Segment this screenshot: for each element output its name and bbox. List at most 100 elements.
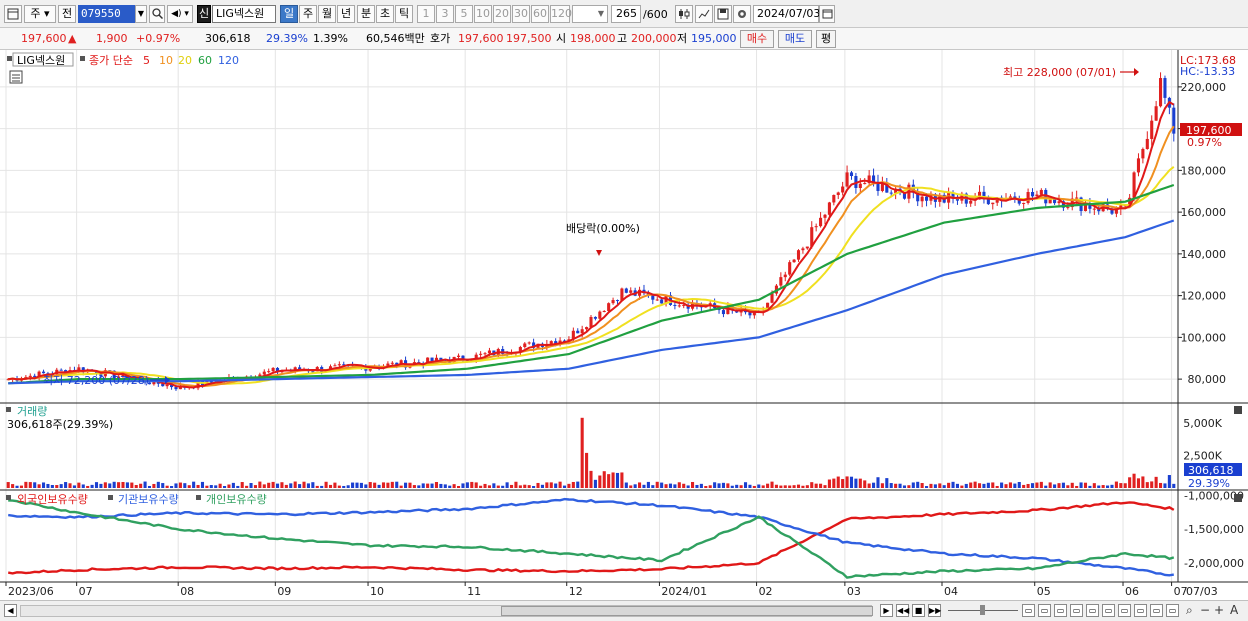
speaker-icon[interactable]: ◀) ▾: [167, 5, 193, 23]
stock-chart[interactable]: LIG넥스원 종가 단순 5 10 20 60 120 220,000200,0…: [0, 50, 1248, 600]
candle-body: [832, 194, 836, 203]
volume-bar: [368, 482, 372, 488]
count-input[interactable]: 265: [611, 5, 641, 23]
candle-type-icon[interactable]: [675, 5, 693, 23]
interval-1[interactable]: 1: [417, 5, 435, 23]
save-icon[interactable]: [714, 5, 732, 23]
candle-body: [1088, 204, 1092, 209]
date-tick-label-current: 07/03: [1186, 585, 1218, 598]
stock-code-input[interactable]: 079550: [78, 5, 136, 23]
interval-custom-input[interactable]: ▼: [572, 5, 608, 23]
candle-body: [174, 387, 178, 390]
high-label: 고: [617, 32, 628, 45]
volume-bar: [894, 483, 898, 488]
candle-body: [783, 274, 787, 278]
volume-bar: [1123, 483, 1127, 488]
date-tick-label: 03: [847, 585, 861, 598]
period-icon-1[interactable]: ▭: [1022, 604, 1035, 617]
code-dropdown-icon[interactable]: ▼: [135, 5, 147, 23]
volume-bar: [1128, 477, 1132, 488]
date-tick-label: 06: [1125, 585, 1139, 598]
candle-body: [1035, 194, 1039, 197]
chart-line-icon[interactable]: [695, 5, 713, 23]
candle-body: [880, 183, 884, 191]
holdings-close-icon[interactable]: [1234, 494, 1242, 502]
period-icon-3[interactable]: ▭: [1054, 604, 1067, 617]
date-tick-label: 02: [759, 585, 773, 598]
buy-button[interactable]: 매수: [740, 30, 774, 48]
sell-button[interactable]: 매도: [778, 30, 812, 48]
tab-period-tick[interactable]: 틱: [395, 5, 413, 23]
tab-period-second[interactable]: 초: [376, 5, 394, 23]
interval-30[interactable]: 30: [512, 5, 530, 23]
stock-name-field[interactable]: LIG넥스원: [212, 5, 276, 23]
candle-body: [386, 363, 390, 367]
calendar-icon[interactable]: [819, 5, 835, 23]
period-icon-8[interactable]: ▭: [1134, 604, 1147, 617]
interval-5[interactable]: 5: [455, 5, 473, 23]
period-icon-2[interactable]: ▭: [1038, 604, 1051, 617]
volume-bar: [651, 485, 655, 488]
tab-period-day[interactable]: 일: [280, 5, 298, 23]
period-icon-9[interactable]: ▭: [1150, 604, 1163, 617]
volume-bar: [982, 483, 986, 488]
scroll-track[interactable]: [20, 605, 873, 617]
first-icon[interactable]: ◀◀: [896, 604, 910, 617]
scroll-left-icon[interactable]: ◀: [4, 604, 17, 617]
volume-bar: [161, 483, 165, 488]
interval-60[interactable]: 60: [531, 5, 549, 23]
search-icon[interactable]: [149, 5, 165, 23]
candle-body: [1128, 197, 1132, 206]
chart-scrollbar[interactable]: ◀ ▶ ◀◀ ■ ▶▶ ▭ ▭ ▭ ▭ ▭ ▭ ▭ ▭ ▭ ▭ ⌕ − + A: [0, 600, 1248, 621]
interval-120[interactable]: 120: [550, 5, 572, 23]
volume-close-icon[interactable]: [1234, 406, 1242, 414]
grid-toggle-icon[interactable]: [9, 70, 23, 84]
volume-bar: [836, 476, 840, 488]
volume-bar: [492, 483, 496, 488]
price-tick-label: 100,000: [1181, 331, 1227, 344]
period-icon-6[interactable]: ▭: [1102, 604, 1115, 617]
period-icon-5[interactable]: ▭: [1086, 604, 1099, 617]
interval-10[interactable]: 10: [474, 5, 492, 23]
period-select[interactable]: 주 ▾: [24, 5, 56, 23]
zoom-slider-thumb[interactable]: [980, 605, 985, 615]
date-input[interactable]: 2024/07/03: [753, 5, 820, 23]
period-icon-7[interactable]: ▭: [1118, 604, 1131, 617]
candle-body: [863, 183, 867, 185]
candle-body: [752, 310, 756, 316]
volume-bar: [699, 483, 703, 488]
interval-20[interactable]: 20: [493, 5, 511, 23]
period-icon-4[interactable]: ▭: [1070, 604, 1083, 617]
last-price-pct: 0.97%: [1187, 136, 1222, 149]
layout-icon[interactable]: [4, 5, 22, 23]
tab-period-minute[interactable]: 분: [357, 5, 375, 23]
stop-icon[interactable]: ■: [912, 604, 925, 617]
zoom-out-button[interactable]: −: [1200, 603, 1211, 617]
volume-bar: [324, 481, 328, 488]
magnifier-icon[interactable]: ⌕: [1186, 603, 1193, 617]
tab-period-year[interactable]: 년: [337, 5, 355, 23]
last-icon[interactable]: ▶▶: [928, 604, 942, 617]
volume-bar: [823, 485, 827, 488]
volume-bar: [1101, 485, 1105, 488]
candle-body: [267, 371, 271, 373]
volume-bar: [125, 482, 129, 488]
tab-period-month[interactable]: 월: [318, 5, 336, 23]
zoom-in-button[interactable]: +: [1214, 603, 1225, 617]
turnover-pct: 1.39%: [313, 32, 348, 45]
candle-body: [796, 250, 801, 260]
prev-button[interactable]: 전: [58, 5, 76, 23]
scroll-thumb[interactable]: [501, 606, 873, 616]
candle-body: [624, 288, 628, 293]
scroll-right-icon[interactable]: ▶: [880, 604, 893, 617]
volume-bar: [801, 485, 805, 488]
gear-icon[interactable]: [733, 5, 751, 23]
eval-button[interactable]: 평: [816, 30, 836, 48]
volume-bar: [611, 472, 615, 488]
interval-3[interactable]: 3: [436, 5, 454, 23]
candle-body: [748, 312, 752, 316]
volume-bar: [364, 484, 368, 488]
period-icon-10[interactable]: ▭: [1166, 604, 1179, 617]
auto-button[interactable]: A: [1230, 603, 1239, 617]
tab-period-week[interactable]: 주: [299, 5, 317, 23]
